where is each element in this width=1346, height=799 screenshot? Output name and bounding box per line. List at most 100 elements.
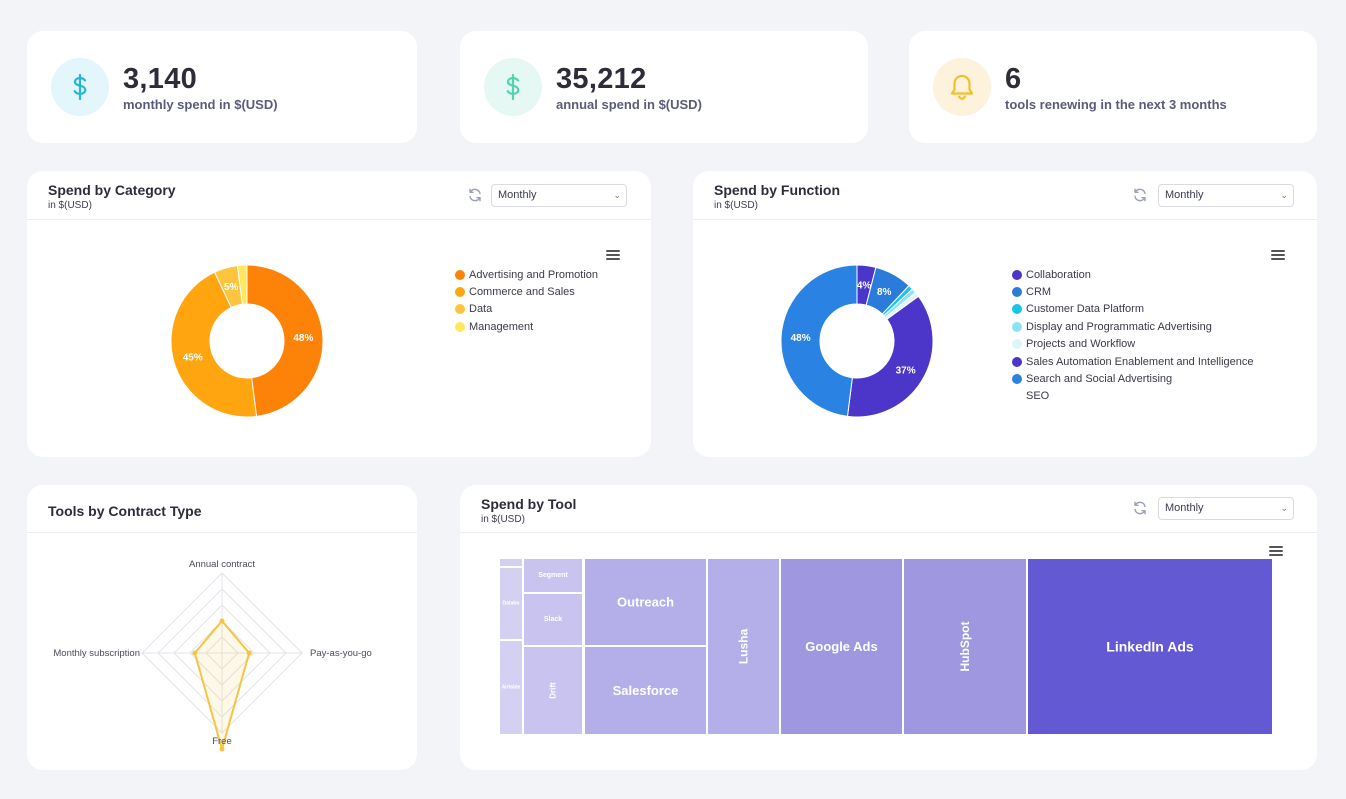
legend-item[interactable]: Commerce and Sales [455, 283, 598, 300]
legend-marker [1012, 339, 1022, 350]
legend-label: Display and Programmatic Advertising [1026, 320, 1212, 333]
annual-spend-label: annual spend in $(USD) [556, 96, 702, 112]
legend-item[interactable]: Sales Automation Enablement and Intellig… [1012, 353, 1254, 370]
treemap-cell[interactable] [781, 559, 902, 734]
treemap-cell[interactable] [500, 568, 522, 639]
treemap-cell[interactable] [524, 559, 582, 592]
function-legend: Collaboration CRM Customer Data Platform Di… [1012, 266, 1254, 405]
donut-data-label: 45% [183, 352, 203, 363]
legend-marker [1012, 287, 1022, 298]
legend-marker [1012, 356, 1022, 367]
treemap-label: Outreach [617, 595, 674, 610]
legend-marker [455, 269, 465, 280]
card-header: Tools by Contract Type [48, 502, 202, 520]
legend-label: Customer Data Platform [1026, 303, 1144, 316]
legend-label: Projects and Workflow [1026, 338, 1136, 351]
radar-axis-label: Free [212, 736, 232, 747]
donut-slice[interactable] [780, 264, 858, 417]
divider [27, 219, 651, 220]
donut-data-label: 48% [293, 333, 313, 344]
legend-item[interactable]: Advertising and Promotion [455, 266, 598, 283]
legend-item[interactable]: Search and Social Advertising [1012, 370, 1254, 387]
annual-spend-card: 35,212 annual spend in $(USD) [460, 31, 868, 143]
treemap-cell[interactable] [708, 559, 779, 734]
dollar-icon [484, 58, 542, 116]
legend-label: Collaboration [1026, 268, 1091, 281]
monthly-spend-value: 3,140 [123, 62, 198, 95]
card-subtitle: in $(USD) [48, 200, 92, 211]
spend-by-function-card: Spend by Function in $(USD) Monthly ⌄ 4%… [693, 171, 1317, 457]
spend-by-category-card: Spend by Category in $(USD) Monthly ⌄ 48… [27, 171, 651, 457]
legend-item[interactable]: Management [455, 318, 598, 335]
donut-slice[interactable] [246, 264, 324, 417]
treemap-label: Drift [549, 682, 558, 699]
legend-label: Search and Social Advertising [1026, 373, 1173, 386]
legend-item[interactable]: Display and Programmatic Advertising [1012, 318, 1254, 335]
card-header: Spend by Function in $(USD) [714, 181, 840, 211]
donut-data-label: 4% [857, 280, 872, 291]
dollar-icon [51, 58, 109, 116]
legend-marker [455, 321, 465, 332]
chevron-down-icon: ⌄ [613, 190, 621, 200]
treemap-label: HubSpot [958, 622, 972, 672]
treemap-cell[interactable] [524, 647, 582, 734]
legend-item[interactable]: Data [455, 301, 598, 318]
treemap-cell[interactable] [524, 594, 582, 645]
renewing-tools-card: 6 tools renewing in the next 3 months [909, 31, 1317, 143]
legend-item[interactable]: Collaboration [1012, 266, 1254, 283]
card-subtitle: in $(USD) [481, 514, 525, 525]
refresh-icon[interactable] [467, 187, 483, 203]
tools-by-contract-card: Tools by Contract Type Annual contract Pa… [27, 485, 417, 770]
legend-marker [1012, 269, 1022, 280]
treemap-cell[interactable] [585, 559, 706, 645]
period-select[interactable]: Monthly ⌄ [491, 184, 627, 207]
radar-point[interactable] [246, 650, 252, 656]
legend-item[interactable]: Customer Data Platform [1012, 301, 1254, 318]
donut-slice[interactable] [236, 264, 248, 305]
legend-marker [1012, 321, 1022, 332]
card-header: Spend by Category in $(USD) [48, 181, 176, 211]
radar-point[interactable] [219, 618, 225, 624]
treemap-cell[interactable] [904, 559, 1026, 734]
divider [460, 532, 1317, 533]
treemap-label: Google Ads [805, 639, 877, 654]
radar-axis-label: Pay-as-you-go [310, 648, 372, 659]
donut-slice[interactable] [170, 271, 258, 418]
category-legend: Advertising and Promotion Commerce and Sa… [455, 266, 598, 336]
annual-spend-value: 35,212 [556, 62, 647, 95]
period-select[interactable]: Monthly ⌄ [1158, 497, 1294, 520]
renewing-tools-value: 6 [1005, 62, 1022, 95]
treemap-label: Lusha [737, 629, 751, 665]
treemap-cell[interactable] [500, 641, 522, 734]
card-subtitle: in $(USD) [714, 200, 758, 211]
refresh-icon[interactable] [1132, 187, 1148, 203]
donut-data-label: 8% [877, 287, 892, 298]
function-donut-chart: 4% 8% 37% 48% [780, 264, 934, 418]
radar-point[interactable] [192, 650, 198, 656]
chart-menu-icon[interactable] [1269, 546, 1283, 556]
donut-data-label: 48% [791, 333, 811, 344]
radar-axis-label: Monthly subscription [53, 648, 140, 659]
treemap-cell[interactable] [500, 559, 522, 566]
treemap-cell[interactable] [585, 647, 706, 734]
chart-menu-icon[interactable] [1271, 250, 1285, 260]
donut-data-label: 37% [896, 365, 916, 376]
legend-item[interactable]: CRM [1012, 283, 1254, 300]
radar-point[interactable] [219, 746, 225, 752]
treemap-cell[interactable] [1028, 559, 1272, 734]
refresh-icon[interactable] [1132, 500, 1148, 516]
legend-item[interactable]: SEO [1012, 388, 1254, 405]
donut-slice[interactable] [846, 295, 934, 418]
period-select-value: Monthly [1165, 189, 1204, 201]
legend-item[interactable]: Projects and Workflow [1012, 336, 1254, 353]
chevron-down-icon: ⌄ [1280, 190, 1288, 200]
period-select[interactable]: Monthly ⌄ [1158, 184, 1294, 207]
legend-label: Management [469, 320, 534, 333]
chart-menu-icon[interactable] [606, 250, 620, 260]
legend-label: Sales Automation Enablement and Intellig… [1026, 355, 1254, 368]
treemap-label: Airtable [502, 685, 521, 691]
legend-marker [455, 304, 465, 315]
legend-label: CRM [1026, 286, 1052, 299]
period-select-value: Monthly [1165, 502, 1204, 514]
contract-radar-chart: Annual contract Pay-as-you-go Free Monthly … [53, 559, 372, 752]
